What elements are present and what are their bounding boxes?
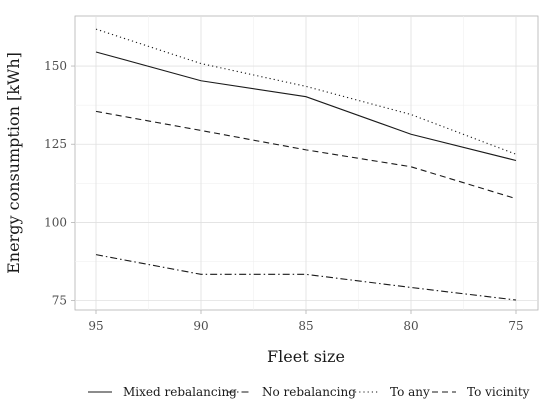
x-tick-label: 80 (403, 319, 418, 333)
y-axis-title: Energy consumption [kWh] (4, 52, 23, 274)
legend-label: No rebalancing (262, 385, 356, 399)
plot-panel (74, 15, 539, 311)
legend-label: To any (390, 385, 430, 399)
series-lines (95, 28, 517, 301)
x-tick-label: 95 (88, 319, 103, 333)
x-tick-label: 85 (298, 319, 313, 333)
grid-lines (75, 16, 538, 310)
x-tick-labels: 95 90 85 80 75 (88, 310, 524, 333)
legend-label: To vicinity (467, 385, 530, 399)
series-line-to-vicinity (95, 110, 517, 200)
y-tick-label: 125 (44, 137, 67, 151)
y-tick-label: 100 (44, 215, 67, 229)
legend-label: Mixed rebalancing (123, 385, 237, 399)
x-tick-label: 90 (193, 319, 208, 333)
x-axis-title: Fleet size (267, 347, 345, 366)
series-line-no-rebalancing (95, 254, 517, 301)
x-tick-label: 75 (508, 319, 523, 333)
y-tick-label: 75 (52, 294, 67, 308)
series-line-mixed-rebalancing (95, 51, 517, 162)
y-tick-labels: 75 100 125 150 (44, 59, 75, 308)
y-tick-label: 150 (44, 59, 67, 73)
legend: Mixed rebalancing No rebalancing To any To … (88, 385, 530, 399)
